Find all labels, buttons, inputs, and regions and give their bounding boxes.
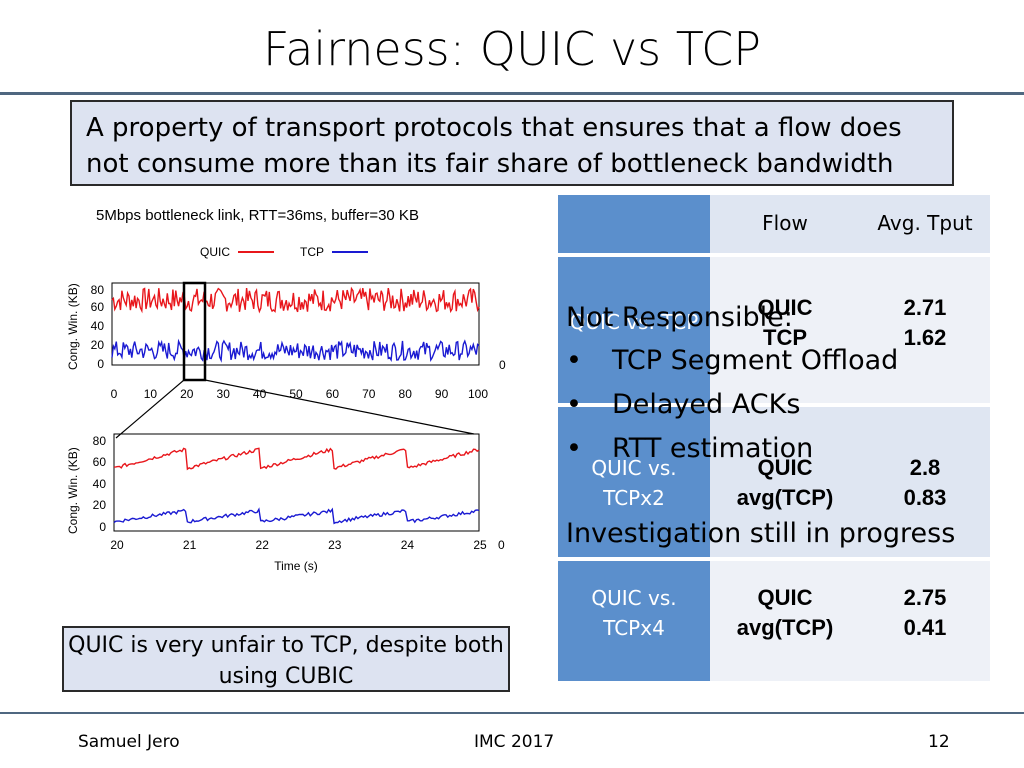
row1-tput-a: 2.71 (903, 295, 947, 320)
row3-flow-cell: QUIC avg(TCP) (710, 561, 860, 681)
top-yticks: 0 20 40 60 80 (91, 283, 105, 371)
bottom-xticks: 20 21 22 23 24 25 (110, 538, 487, 552)
footer-author: Samuel Jero (78, 732, 180, 752)
row2-tput-b: 0.83 (903, 485, 947, 510)
row1-tput-cell: 2.71 1.62 (860, 257, 990, 403)
top-ytick: 80 (91, 283, 105, 297)
bottom-xtick: 22 (256, 538, 270, 552)
overlay-bullet-3: RTT estimation (612, 433, 814, 464)
overlay-footer: Investigation still in progress (566, 518, 956, 549)
footer-venue: IMC 2017 (474, 732, 555, 752)
throughput-table: Flow Avg. Tput QUIC vs. TCP QUIC TCP 2.7… (558, 195, 990, 681)
top-ytick: 20 (91, 338, 105, 352)
bottom-xtick: 24 (401, 538, 415, 552)
row1-flow-cell: QUIC TCP (710, 257, 860, 403)
bottom-extra-tick: 0 (498, 538, 505, 552)
row2-flow-a: QUIC (757, 455, 813, 480)
row2-label: QUIC vs. TCPx2 (558, 407, 710, 557)
row2-flow-b: avg(TCP) (736, 485, 834, 510)
bottom-plot-frame (113, 433, 480, 532)
row1-flow-a: QUIC (757, 295, 813, 320)
header-corner-cell (558, 195, 710, 253)
footer-divider (0, 712, 1024, 714)
zoom-line-left (115, 379, 185, 439)
slide-title: Fairness: QUIC vs TCP (262, 22, 762, 76)
bottom-yticks: 0 20 40 60 80 (93, 434, 107, 534)
row2-flow-cell: QUIC avg(TCP) (710, 407, 860, 557)
bullet-marker: • (566, 433, 582, 464)
row3-tput-b: 0.41 (903, 615, 947, 640)
bottom-ytick: 60 (93, 455, 107, 469)
top-ytick: 60 (91, 300, 105, 314)
row1-tput-b: 1.62 (903, 325, 947, 350)
top-xtick: 10 (144, 387, 158, 401)
top-xticks: 0 10 20 30 40 50 60 70 80 90 100 (111, 387, 489, 401)
bottom-ytick: 80 (93, 434, 107, 448)
title-divider (0, 92, 1024, 95)
chart-caption: 5Mbps bottleneck link, RTT=36ms, buffer=… (96, 207, 419, 224)
top-plot-area (111, 286, 480, 363)
row2-tput-a: 2.8 (909, 455, 941, 480)
footer-page-number: 12 (928, 732, 950, 752)
row2-tput-cell: 2.8 0.83 (860, 407, 990, 557)
bottom-xtick: 23 (328, 538, 342, 552)
row3-flow-b: avg(TCP) (736, 615, 834, 640)
zoom-box (182, 281, 207, 382)
zoom-line-right (204, 379, 475, 435)
top-xtick: 30 (217, 387, 231, 401)
row1-label: QUIC vs. TCP (558, 257, 710, 403)
overlay-bullet-1: TCP Segment Offload (612, 345, 899, 376)
row3-tput-cell: 2.75 0.41 (860, 561, 990, 681)
bottom-xlabel: Time (s) (274, 559, 318, 573)
bullet-marker: • (566, 389, 582, 420)
top-xtick: 40 (253, 387, 267, 401)
top-tcp-series (111, 338, 480, 363)
bullet-marker: • (566, 345, 582, 376)
bottom-ytick: 40 (93, 477, 107, 491)
row3-label: QUIC vs. TCPx4 (558, 561, 710, 681)
legend-quic-label: QUIC (200, 245, 230, 259)
top-xtick: 100 (468, 387, 488, 401)
row1-flow-b: TCP (763, 325, 807, 350)
top-ylabel: Cong. Win. (KB) (66, 283, 80, 370)
conclusion-box: QUIC is very unfair to TCP, despite both… (62, 626, 510, 692)
bottom-ytick: 20 (93, 498, 107, 512)
overlay-heading: Not Responsible: (566, 302, 793, 333)
bottom-quic-series (113, 447, 480, 471)
bottom-xtick: 20 (110, 538, 124, 552)
header-flow: Flow (710, 195, 860, 253)
cwnd-chart: QUIC TCP Cong. Win. (KB) 0 20 40 60 80 0… (66, 245, 506, 573)
legend-tcp-label: TCP (300, 245, 324, 259)
top-quic-series (111, 286, 480, 314)
top-xtick: 60 (326, 387, 340, 401)
top-ytick: 40 (91, 319, 105, 333)
row3-flow-a: QUIC (757, 585, 813, 610)
top-xtick: 90 (435, 387, 449, 401)
top-xtick: 20 (180, 387, 194, 401)
bottom-plot-area (113, 447, 480, 525)
bottom-ytick: 0 (99, 520, 106, 534)
row3-tput-a: 2.75 (903, 585, 947, 610)
top-plot-frame (111, 282, 480, 366)
definition-box: A property of transport protocols that e… (70, 100, 954, 186)
top-xtick: 70 (362, 387, 376, 401)
top-xtick: 80 (399, 387, 413, 401)
top-extra-tick: 0 (499, 358, 506, 372)
top-ytick: 0 (97, 357, 104, 371)
bottom-xtick: 21 (183, 538, 197, 552)
header-tput: Avg. Tput (860, 195, 990, 253)
overlay-bullet-2: Delayed ACKs (612, 389, 801, 420)
bottom-ylabel: Cong. Win. (KB) (66, 447, 80, 534)
bottom-xtick: 25 (473, 538, 487, 552)
bottom-tcp-series (113, 507, 480, 525)
top-xtick: 0 (111, 387, 118, 401)
